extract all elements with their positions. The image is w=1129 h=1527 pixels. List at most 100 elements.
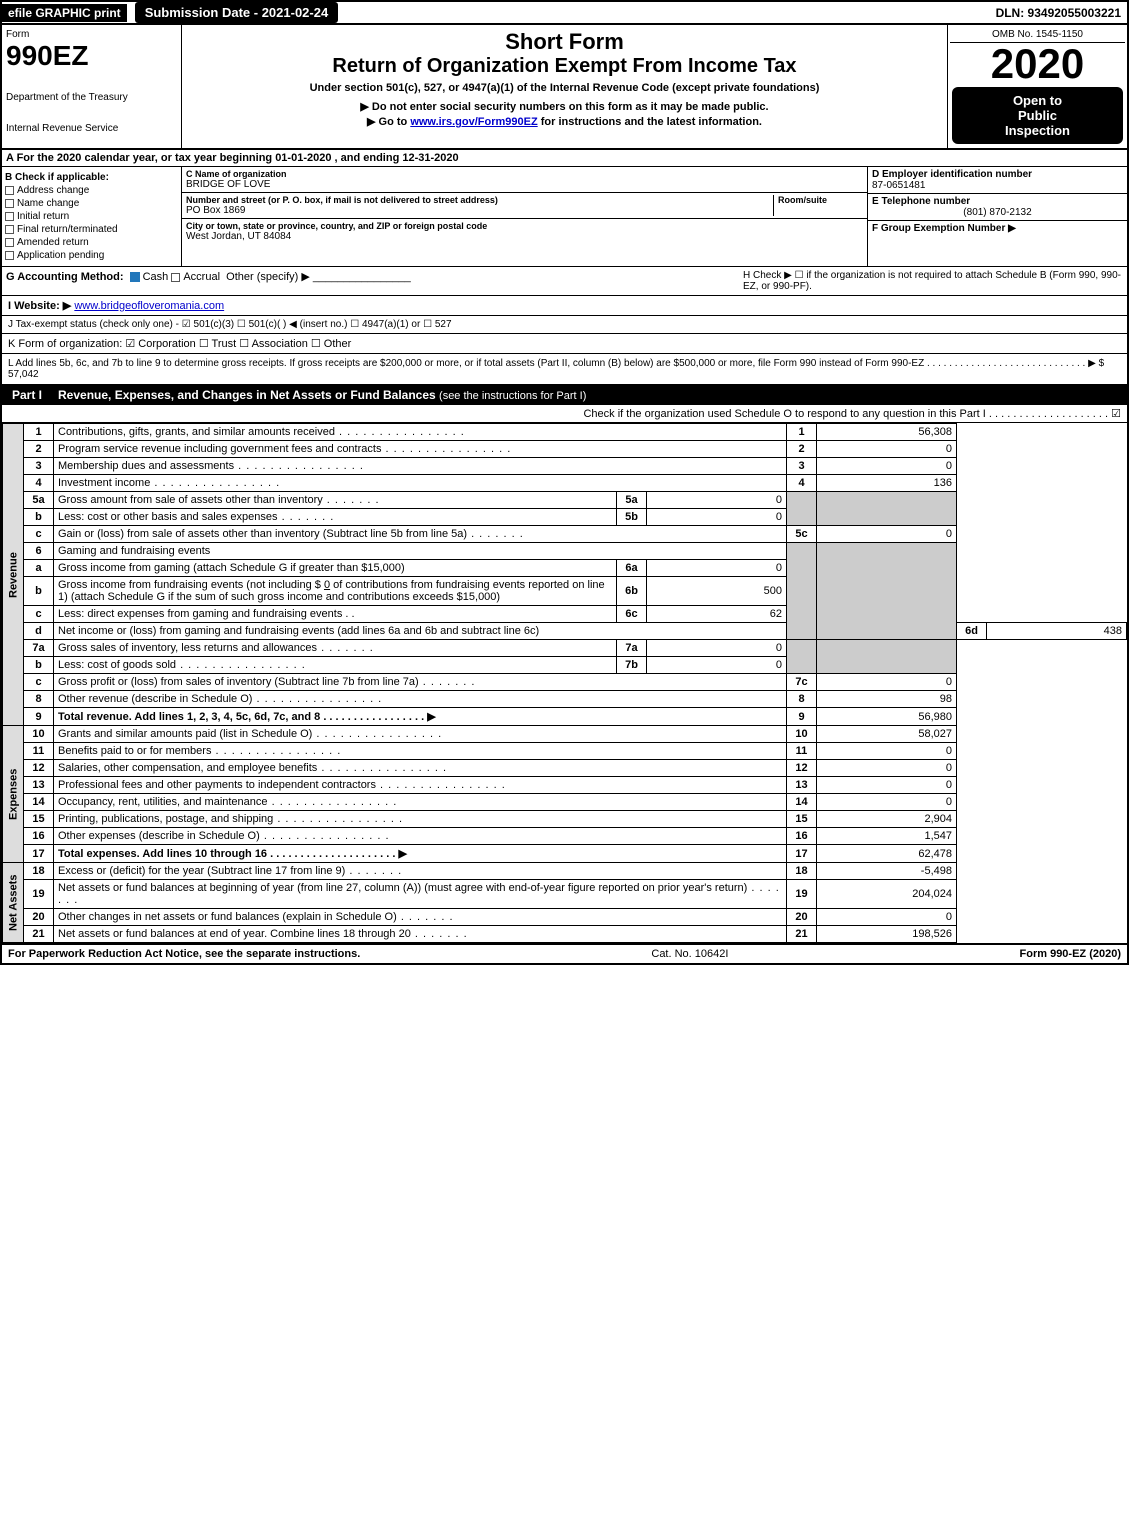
dept-treasury: Department of the Treasury (6, 92, 177, 103)
row-3: 3 Membership dues and assessments 3 0 (3, 458, 1127, 475)
sv-7a: 0 (647, 640, 787, 657)
city-label: City or town, state or province, country… (186, 221, 863, 231)
row-1: Revenue 1 Contributions, gifts, grants, … (3, 424, 1127, 441)
row-8: 8 Other revenue (describe in Schedule O)… (3, 691, 1127, 708)
ln-5c: c (24, 526, 54, 543)
row-17: 17 Total expenses. Add lines 10 through … (3, 845, 1127, 863)
efile-button[interactable]: efile GRAPHIC print (2, 4, 127, 22)
chk-final-return[interactable]: Final return/terminated (5, 224, 178, 235)
line-j: J Tax-exempt status (check only one) - ☑… (2, 316, 1127, 334)
val-21: 198,526 (817, 926, 957, 943)
header-middle: Short Form Return of Organization Exempt… (182, 25, 947, 148)
form-header: Form 990EZ Department of the Treasury In… (2, 25, 1127, 150)
rn-10: 10 (787, 726, 817, 743)
ln-18: 18 (24, 863, 54, 880)
org-name-label: C Name of organization (186, 169, 863, 179)
website-label: I Website: ▶ (8, 300, 71, 312)
row-6d: d Net income or (loss) from gaming and f… (3, 623, 1127, 640)
val-10: 58,027 (817, 726, 957, 743)
inspection-badge: Open to Public Inspection (952, 87, 1123, 144)
tax-year: 2020 (950, 43, 1125, 85)
desc-6b: Gross income from fundraising events (no… (54, 577, 617, 606)
sv-7b: 0 (647, 657, 787, 674)
row-6c: c Less: direct expenses from gaming and … (3, 606, 1127, 623)
ln-7c: c (24, 674, 54, 691)
val-8: 98 (817, 691, 957, 708)
line-g: G Accounting Method: Cash Accrual Other … (6, 270, 743, 292)
desc-3: Membership dues and assessments (58, 460, 364, 472)
website-link[interactable]: www.bridgeofloveromania.com (74, 300, 224, 312)
desc-6a: Gross income from gaming (attach Schedul… (54, 560, 617, 577)
row-14: 14 Occupancy, rent, utilities, and maint… (3, 794, 1127, 811)
desc-4: Investment income (58, 477, 280, 489)
line-i: I Website: ▶ www.bridgeofloveromania.com (2, 296, 1127, 316)
rn-5c: 5c (787, 526, 817, 543)
chk-name-change[interactable]: Name change (5, 198, 178, 209)
address-row: Number and street (or P. O. box, if mail… (182, 193, 867, 219)
col-b-header: B Check if applicable: (5, 172, 178, 183)
ln-6b: b (24, 577, 54, 606)
chk-pending[interactable]: Application pending (5, 250, 178, 261)
rn-9: 9 (787, 708, 817, 726)
chk-amended[interactable]: Amended return (5, 237, 178, 248)
cash-label: Cash (143, 271, 169, 283)
rn-1: 1 (787, 424, 817, 441)
row-7a: 7a Gross sales of inventory, less return… (3, 640, 1127, 657)
rn-6d: 6d (957, 623, 987, 640)
row-19: 19 Net assets or fund balances at beginn… (3, 880, 1127, 909)
form-label: Form (6, 29, 177, 40)
rn-21: 21 (787, 926, 817, 943)
desc-7c: Gross profit or (loss) from sales of inv… (58, 676, 475, 688)
submission-date-button[interactable]: Submission Date - 2021-02-24 (135, 2, 339, 23)
ln-16: 16 (24, 828, 54, 845)
part1-header: Part I Revenue, Expenses, and Changes in… (2, 385, 1127, 405)
rn-2: 2 (787, 441, 817, 458)
city: West Jordan, UT 84084 (186, 231, 863, 242)
row-5a: 5a Gross amount from sale of assets othe… (3, 492, 1127, 509)
row-4: 4 Investment income 4 136 (3, 475, 1127, 492)
row-5b: b Less: cost or other basis and sales ex… (3, 509, 1127, 526)
ln-14: 14 (24, 794, 54, 811)
ln-9: 9 (24, 708, 54, 726)
sv-6a: 0 (647, 560, 787, 577)
phone: (801) 870-2132 (872, 207, 1123, 218)
sn-5a: 5a (617, 492, 647, 509)
rn-19: 19 (787, 880, 817, 909)
val-16: 1,547 (817, 828, 957, 845)
row-6a: a Gross income from gaming (attach Sched… (3, 560, 1127, 577)
line-k: K Form of organization: ☑ Corporation ☐ … (2, 334, 1127, 354)
insp-line3: Inspection (954, 123, 1121, 138)
val-18: -5,498 (817, 863, 957, 880)
ln-6d: d (24, 623, 54, 640)
part1-title: Revenue, Expenses, and Changes in Net As… (52, 385, 592, 405)
group-exemption-label: F Group Exemption Number ▶ (872, 223, 1016, 234)
room-label: Room/suite (778, 195, 863, 205)
part1-check-o: Check if the organization used Schedule … (2, 405, 1127, 423)
row-9: 9 Total revenue. Add lines 1, 2, 3, 4, 5… (3, 708, 1127, 726)
ln-5b: b (24, 509, 54, 526)
desc-16: Other expenses (describe in Schedule O) (58, 830, 390, 842)
desc-6c: Less: direct expenses from gaming and fu… (58, 608, 342, 620)
address-label: Number and street (or P. O. box, if mail… (186, 195, 773, 205)
ln-3: 3 (24, 458, 54, 475)
title-main: Short Form (190, 29, 939, 55)
ln-11: 11 (24, 743, 54, 760)
chk-initial-return[interactable]: Initial return (5, 211, 178, 222)
ln-19: 19 (24, 880, 54, 909)
part1-number: Part I (2, 385, 52, 405)
insp-line2: Public (954, 108, 1121, 123)
desc-7b: Less: cost of goods sold (58, 659, 306, 671)
desc-8: Other revenue (describe in Schedule O) (58, 693, 382, 705)
ein: 87-0651481 (872, 180, 1123, 191)
chk-accrual-icon[interactable] (171, 273, 180, 282)
sn-7a: 7a (617, 640, 647, 657)
desc-18: Excess or (deficit) for the year (Subtra… (58, 865, 402, 877)
chk-cash-icon[interactable] (130, 272, 140, 282)
desc-6d: Net income or (loss) from gaming and fun… (54, 623, 787, 640)
val-3: 0 (817, 458, 957, 475)
row-2: 2 Program service revenue including gove… (3, 441, 1127, 458)
irs-link[interactable]: www.irs.gov/Form990EZ (410, 116, 537, 128)
row-13: 13 Professional fees and other payments … (3, 777, 1127, 794)
chk-address-change[interactable]: Address change (5, 185, 178, 196)
row-16: 16 Other expenses (describe in Schedule … (3, 828, 1127, 845)
